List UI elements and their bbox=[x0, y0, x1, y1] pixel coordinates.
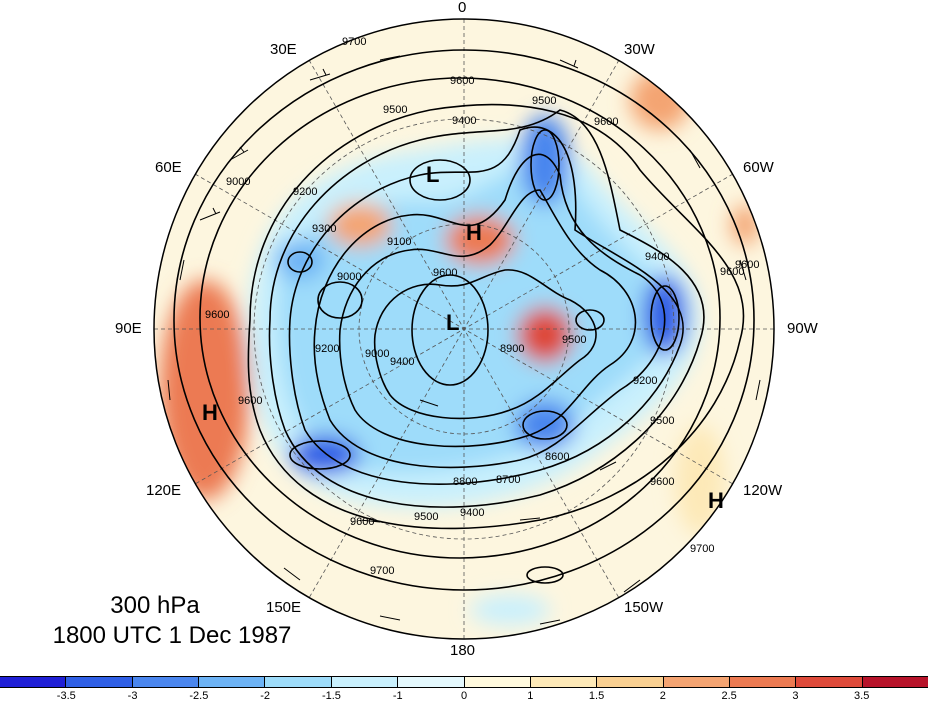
contour-label: 9700 bbox=[690, 543, 714, 555]
high-center: H bbox=[466, 220, 482, 245]
colorbar-swatch bbox=[132, 677, 200, 687]
pressure-level-caption: 300 hPa bbox=[110, 592, 200, 619]
longitude-label: 60W bbox=[743, 159, 774, 176]
shade-neg-8 bbox=[470, 595, 550, 625]
colorbar-tick-label: 2.5 bbox=[721, 690, 737, 702]
contour-label: 9400 bbox=[452, 115, 476, 127]
colorbar-tick-label: 1 bbox=[527, 690, 534, 702]
colorbar-tick-label: -2 bbox=[260, 690, 271, 702]
contour-label: 9400 bbox=[645, 251, 669, 263]
contour-label: 9600 bbox=[650, 476, 674, 488]
contour-label: 9600 bbox=[735, 259, 759, 271]
colorbar bbox=[0, 676, 928, 688]
colorbar-tick-label: -2.5 bbox=[189, 690, 209, 702]
contour-label: 9700 bbox=[342, 36, 366, 48]
colorbar-tick-label: -3.5 bbox=[56, 690, 76, 702]
pressure-centers: H H H L L bbox=[202, 162, 724, 513]
contour-label: 9500 bbox=[650, 415, 674, 427]
contour-label: 8900 bbox=[500, 343, 524, 355]
colorbar-swatch bbox=[66, 677, 133, 687]
contour-label: 9600 bbox=[450, 75, 474, 87]
contour-label: 9600 bbox=[238, 395, 262, 407]
shade-pos-2 bbox=[445, 215, 515, 265]
colorbar-tick-label: 2 bbox=[659, 690, 666, 702]
colorbar-swatch bbox=[331, 677, 399, 687]
colorbar-swatch bbox=[199, 677, 266, 687]
shade-pos-4 bbox=[328, 203, 392, 247]
contour-label: 9500 bbox=[562, 334, 586, 346]
colorbar-tick-label: 3 bbox=[792, 690, 799, 702]
longitude-label: 30W bbox=[624, 41, 655, 58]
valid-time-caption: 1800 UTC 1 Dec 1987 bbox=[52, 622, 292, 649]
contour-label: 8700 bbox=[496, 474, 520, 486]
contour-label: 9600 bbox=[433, 267, 457, 279]
contour-label: 9000 bbox=[365, 348, 389, 360]
longitude-label: 150W bbox=[624, 599, 664, 616]
contour-label: 9000 bbox=[337, 271, 361, 283]
contour-label: 9000 bbox=[226, 176, 250, 188]
longitude-label: 90W bbox=[787, 320, 818, 337]
colorbar-swatch bbox=[265, 677, 332, 687]
height-contours bbox=[173, 49, 755, 591]
colorbar-swatch bbox=[862, 677, 928, 687]
longitude-label: 180 bbox=[450, 642, 476, 659]
colorbar-swatch bbox=[729, 677, 797, 687]
high-center: H bbox=[202, 400, 218, 425]
colorbar-tick-label: -1.5 bbox=[321, 690, 341, 702]
contour-label: 9200 bbox=[293, 186, 317, 198]
contour-label: 9100 bbox=[387, 236, 411, 248]
high-center: H bbox=[708, 488, 724, 513]
colorbar-swatch bbox=[464, 677, 531, 687]
graticule bbox=[154, 19, 774, 639]
contour-label: 8800 bbox=[453, 476, 477, 488]
longitude-label: 0 bbox=[458, 0, 467, 16]
colorbar-swatch bbox=[398, 677, 465, 687]
longitude-label: 30E bbox=[270, 41, 297, 58]
low-center: L bbox=[426, 162, 439, 187]
colorbar-swatch bbox=[597, 677, 664, 687]
contour-label: 9500 bbox=[532, 95, 556, 107]
contour-label: 9700 bbox=[370, 565, 394, 577]
contour-label: 9600 bbox=[350, 516, 374, 528]
colorbar-tick-label: -1 bbox=[392, 690, 403, 702]
colorbar-tick-label: -3 bbox=[127, 690, 138, 702]
longitude-label: 60E bbox=[155, 159, 182, 176]
colorbar-tick-label: 1.5 bbox=[588, 690, 605, 702]
contour-label: 9500 bbox=[383, 104, 407, 116]
contour-label: 9600 bbox=[205, 309, 229, 321]
colorbar-tick-label: 0 bbox=[460, 690, 468, 702]
colorbar-tick-label: 3.5 bbox=[854, 690, 870, 702]
low-center: L bbox=[446, 310, 459, 335]
contour-label: 9200 bbox=[633, 375, 657, 387]
colorbar-swatch bbox=[663, 677, 730, 687]
longitude-label: 120E bbox=[146, 482, 182, 499]
shade-deep-4 bbox=[515, 400, 575, 450]
contour-label: 9400 bbox=[460, 507, 484, 519]
contour-label: 9600 bbox=[720, 266, 744, 278]
colorbar-swatch bbox=[796, 677, 863, 687]
colorbar-swatch bbox=[0, 677, 67, 687]
shade-pos-3 bbox=[517, 307, 573, 363]
contour-label: 9600 bbox=[594, 116, 618, 128]
shade-pos-1 bbox=[160, 280, 250, 500]
colorbar-swatch bbox=[530, 677, 598, 687]
contour-label: 9200 bbox=[315, 343, 339, 355]
longitude-label: 120W bbox=[743, 482, 783, 499]
longitude-label: 150E bbox=[266, 599, 302, 616]
contour-label: 9400 bbox=[390, 356, 414, 368]
shade-pos-7 bbox=[675, 425, 725, 535]
contour-label: 9500 bbox=[414, 511, 438, 523]
map-border bbox=[153, 18, 775, 640]
contour-label-group: 9700 9600 9500 9400 9500 9600 9600 9400 … bbox=[205, 36, 759, 577]
contour-label: 8600 bbox=[545, 451, 569, 463]
contour-label: 9300 bbox=[312, 223, 336, 235]
longitude-label: 90E bbox=[115, 320, 142, 337]
